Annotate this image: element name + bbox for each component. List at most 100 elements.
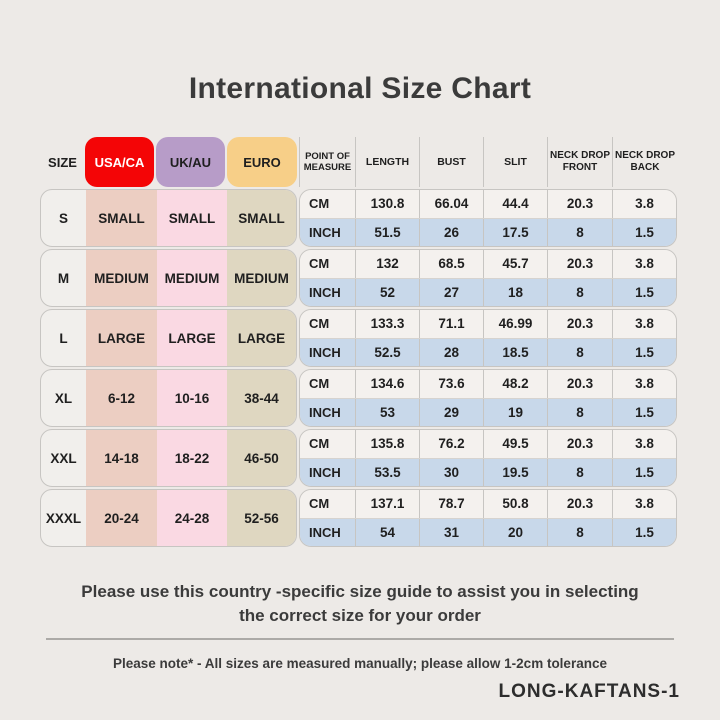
size-code-cell: L: [59, 330, 68, 346]
measurement-value: 31: [419, 518, 483, 546]
measurement-value: 3.8: [612, 250, 676, 278]
cm-unit-label: CM: [309, 316, 330, 332]
inch-unit-label: INCH: [309, 284, 341, 300]
cm-unit-label: CM: [309, 256, 330, 272]
measurement-value: 44.4: [483, 190, 547, 218]
measurement-value: 30: [419, 458, 483, 486]
measurement-value: 20: [483, 518, 547, 546]
measurements-box: CM 132 68.5 45.7 20.3 3.8 INCH 52 27 18 8 1.5: [299, 249, 677, 307]
measurement-value: 8: [547, 218, 612, 246]
measurement-value: 20.3: [547, 430, 612, 458]
inch-row: INCH 51.5 26 17.5 8 1.5: [300, 217, 676, 246]
measurement-value: 3.8: [612, 430, 676, 458]
size-code-cell: S: [58, 210, 68, 226]
measurement-value: 71.1: [419, 310, 483, 338]
measurement-value: 66.04: [419, 190, 483, 218]
uk-au-size-cell: LARGE: [157, 310, 227, 366]
measurement-value: 134.6: [355, 370, 419, 398]
measurement-value: 53: [355, 398, 419, 426]
usa-ca-size-cell: MEDIUM: [86, 250, 157, 306]
euro-size-cell: SMALL: [227, 190, 296, 246]
uk-au-size-cell: 10-16: [157, 370, 227, 426]
measurement-value: 50.8: [483, 490, 547, 518]
product-sku-label: LONG-KAFTANS-1: [498, 681, 680, 702]
measurement-value: 20.3: [547, 190, 612, 218]
inch-unit-label: INCH: [309, 224, 341, 240]
measurements-box: CM 130.8 66.04 44.4 20.3 3.8 INCH 51.5 26 17.5 8 1…: [299, 189, 677, 247]
measurement-value: 28: [419, 338, 483, 366]
measurement-value: 73.6: [419, 370, 483, 398]
size-row-l: L LARGE LARGE LARGE CM 133.3 71.1 46.99 20.3…: [40, 309, 677, 367]
inch-row: INCH 52.5 28 18.5 8 1.5: [300, 337, 676, 366]
euro-size-cell: 38-44: [227, 370, 296, 426]
cm-row: CM 135.8 76.2 49.5 20.3 3.8: [300, 430, 676, 458]
measurement-value: 27: [419, 278, 483, 306]
measurement-value: 49.5: [483, 430, 547, 458]
measurement-value: 137.1: [355, 490, 419, 518]
tolerance-note: Please note* - All sizes are measured ma…: [113, 656, 607, 671]
usa-ca-size-cell: LARGE: [86, 310, 157, 366]
size-guide-note: Please use this country -specific size g…: [0, 580, 720, 628]
cm-unit-label: CM: [309, 436, 330, 452]
size-row-s: S SMALL SMALL SMALL CM 130.8 66.04 44.4 20.3…: [40, 189, 677, 247]
measurement-value: 52: [355, 278, 419, 306]
measurement-value: 20.3: [547, 310, 612, 338]
measurement-value: 1.5: [612, 278, 676, 306]
footer-divider: [46, 638, 674, 640]
measurement-value: 8: [547, 518, 612, 546]
col-header-point-of-measure: POINT OF MEASURE: [299, 137, 355, 187]
measurement-value: 1.5: [612, 398, 676, 426]
measurement-value: 20.3: [547, 370, 612, 398]
col-header-size: SIZE: [48, 154, 77, 170]
size-code-cell: XXL: [50, 450, 77, 466]
measurement-value: 1.5: [612, 338, 676, 366]
size-labels-box: M MEDIUM MEDIUM MEDIUM: [40, 249, 297, 307]
inch-unit-label: INCH: [309, 524, 341, 540]
usa-ca-size-cell: SMALL: [86, 190, 157, 246]
measurement-value: 26: [419, 218, 483, 246]
col-header-euro: EURO: [227, 137, 297, 187]
size-guide-note-line2: the correct size for your order: [239, 606, 481, 625]
uk-au-size-cell: MEDIUM: [157, 250, 227, 306]
usa-ca-size-cell: 20-24: [86, 490, 157, 546]
euro-size-cell: MEDIUM: [227, 250, 296, 306]
table-body: S SMALL SMALL SMALL CM 130.8 66.04 44.4 20.3…: [40, 189, 677, 547]
size-code-cell: XL: [54, 390, 73, 406]
measurements-box: CM 137.1 78.7 50.8 20.3 3.8 INCH 54 31 20 8 1.5: [299, 489, 677, 547]
measurement-value: 1.5: [612, 518, 676, 546]
measurement-value: 54: [355, 518, 419, 546]
col-header-bust: BUST: [419, 137, 483, 187]
measurement-value: 130.8: [355, 190, 419, 218]
cm-unit-label: CM: [309, 376, 330, 392]
measurement-value: 3.8: [612, 190, 676, 218]
size-labels-box: XXXL 20-24 24-28 52-56: [40, 489, 297, 547]
measurement-value: 53.5: [355, 458, 419, 486]
measurements-box: CM 134.6 73.6 48.2 20.3 3.8 INCH 53 29 19 8 1.5: [299, 369, 677, 427]
measurement-value: 52.5: [355, 338, 419, 366]
measurement-value: 19.5: [483, 458, 547, 486]
measurement-value: 51.5: [355, 218, 419, 246]
size-guide-note-line1: Please use this country -specific size g…: [81, 582, 639, 601]
measurement-value: 3.8: [612, 310, 676, 338]
usa-ca-size-cell: 14-18: [86, 430, 157, 486]
uk-au-size-cell: 18-22: [157, 430, 227, 486]
col-header-slit: SLIT: [483, 137, 547, 187]
cm-unit-label: CM: [309, 496, 330, 512]
measurement-value: 8: [547, 278, 612, 306]
measurement-value: 8: [547, 458, 612, 486]
inch-row: INCH 53.5 30 19.5 8 1.5: [300, 457, 676, 486]
usa-ca-size-cell: 6-12: [86, 370, 157, 426]
measurement-value: 1.5: [612, 458, 676, 486]
col-header-neck-drop-back: NECK DROP BACK: [612, 137, 677, 187]
measurement-value: 19: [483, 398, 547, 426]
inch-unit-label: INCH: [309, 464, 341, 480]
measurement-value: 20.3: [547, 250, 612, 278]
cm-row: CM 133.3 71.1 46.99 20.3 3.8: [300, 310, 676, 338]
cm-row: CM 134.6 73.6 48.2 20.3 3.8: [300, 370, 676, 398]
measurement-value: 8: [547, 338, 612, 366]
measurements-box: CM 133.3 71.1 46.99 20.3 3.8 INCH 52.5 28 18.5 8 1…: [299, 309, 677, 367]
size-row-m: M MEDIUM MEDIUM MEDIUM CM 132 68.5 45.7 20.3…: [40, 249, 677, 307]
size-row-xl: XL 6-12 10-16 38-44 CM 134.6 73.6 48.2 20.3 3…: [40, 369, 677, 427]
size-labels-box: XXL 14-18 18-22 46-50: [40, 429, 297, 487]
measurement-value: 76.2: [419, 430, 483, 458]
